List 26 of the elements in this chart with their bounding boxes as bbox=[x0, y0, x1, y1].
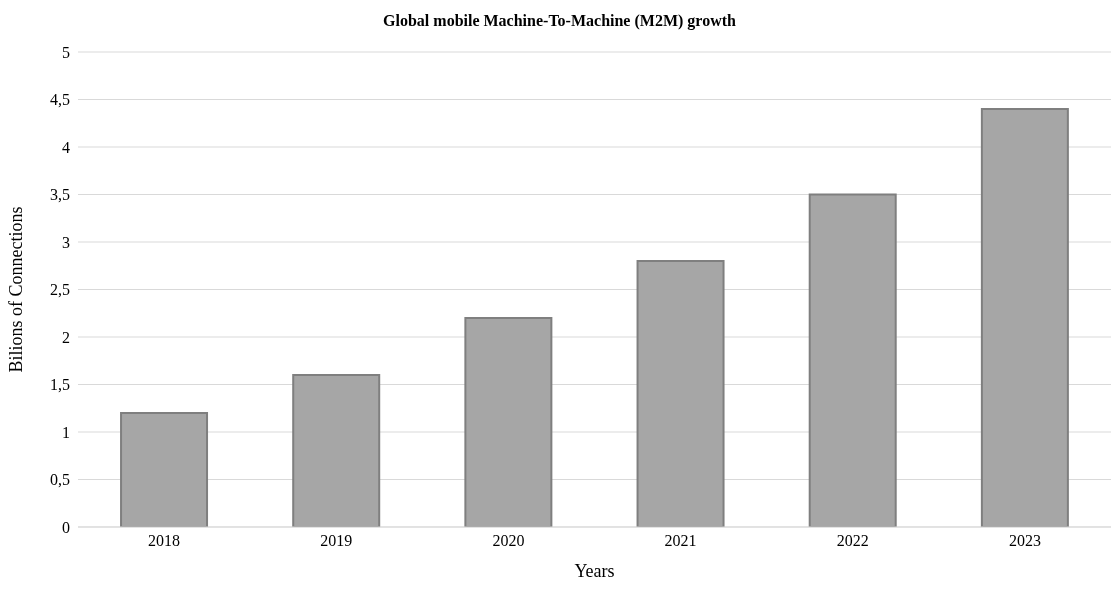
y-tick-label: 1,5 bbox=[50, 376, 70, 394]
bar bbox=[120, 412, 209, 527]
x-axis-title: Years bbox=[574, 561, 615, 581]
x-tick-label: 2020 bbox=[492, 532, 525, 550]
y-tick-label: 0,5 bbox=[50, 471, 70, 489]
y-tick-label: 4 bbox=[62, 138, 70, 156]
x-tick-label: 2022 bbox=[836, 532, 869, 550]
y-tick-label: 3 bbox=[62, 233, 70, 251]
y-tick-label: 0 bbox=[62, 518, 70, 536]
y-tick-label: 4,5 bbox=[50, 91, 70, 109]
bar bbox=[464, 317, 553, 527]
bar bbox=[808, 193, 897, 527]
x-tick-label: 2023 bbox=[1008, 532, 1041, 550]
x-tick-label: 2019 bbox=[320, 532, 353, 550]
bar bbox=[980, 108, 1069, 527]
x-tick-label: 2021 bbox=[664, 532, 697, 550]
y-axis-title: Bilions of Connections bbox=[6, 206, 27, 373]
y-tick-label: 2 bbox=[62, 328, 70, 346]
bar bbox=[636, 260, 725, 527]
y-tick-label: 5 bbox=[62, 43, 70, 61]
y-tick-label: 1 bbox=[62, 423, 70, 441]
x-tick-label: 2018 bbox=[148, 532, 181, 550]
y-tick-label: 2,5 bbox=[50, 281, 70, 299]
chart-title: Global mobile Machine-To-Machine (M2M) growth bbox=[382, 12, 737, 30]
y-tick-label: 3,5 bbox=[50, 186, 70, 204]
bar bbox=[292, 374, 381, 527]
